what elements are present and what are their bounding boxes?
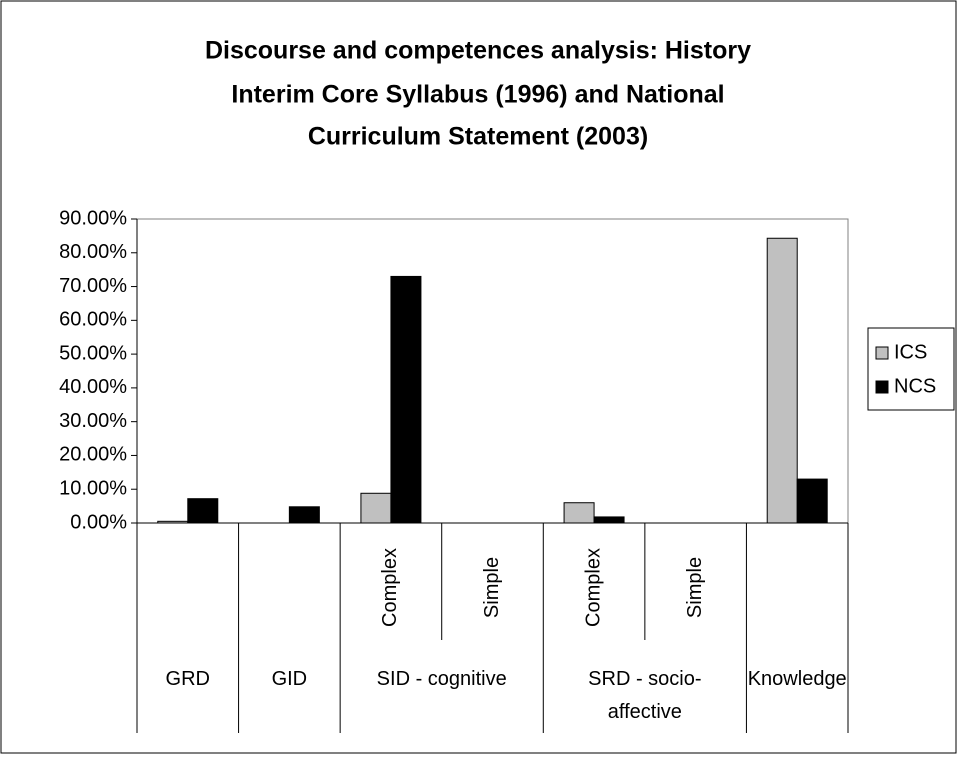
x-group-label-box: GID [271,668,308,690]
x-tick-label: Simple [684,557,706,618]
x-group-label-box: Knowledge [747,668,847,690]
chart-title: Discourse and competences analysis: Hist… [205,37,751,65]
y-tick-label: 30.00% [59,410,127,432]
chart-title: Curriculum Statement (2003) [308,123,648,151]
y-tick-label: 40.00% [59,376,127,398]
bar [390,275,422,524]
y-tick-label: 60.00% [59,309,127,331]
legend-swatch [875,346,889,360]
y-tick-label: 0.00% [70,511,127,533]
x-group-label: Knowledge [747,668,847,690]
x-tick-label: Complex [379,548,401,627]
bar [593,516,625,524]
chart-title: Interim Core Syllabus (1996) and Nationa… [231,81,724,109]
bar [796,478,828,524]
x-tick-label: Complex [582,548,604,627]
legend-label: ICS [894,341,927,363]
x-group-label: SRD - socio-affective [588,668,702,723]
legend-swatch [875,380,889,394]
x-group-label: GID [271,668,308,690]
y-tick-label: 20.00% [59,444,127,466]
bar [766,237,798,524]
y-tick-label: 70.00% [59,275,127,297]
legend-box [867,327,955,411]
y-tick-label: 80.00% [59,241,127,263]
x-group-label-box: SRD - socio-affective [588,668,702,723]
x-group-label-box: GRD [165,668,210,690]
bar [187,498,219,524]
bar [288,506,320,524]
legend-label: NCS [894,375,936,397]
x-group-label-box: SID - cognitive [376,668,507,690]
bar [360,492,392,524]
x-group-label: SID - cognitive [376,668,507,690]
y-tick-label: 10.00% [59,478,127,500]
y-tick-label: 50.00% [59,342,127,364]
x-tick-label: Simple [481,557,503,618]
bar [563,502,595,524]
y-tick-label: 90.00% [59,207,127,229]
x-group-label: GRD [165,668,210,690]
